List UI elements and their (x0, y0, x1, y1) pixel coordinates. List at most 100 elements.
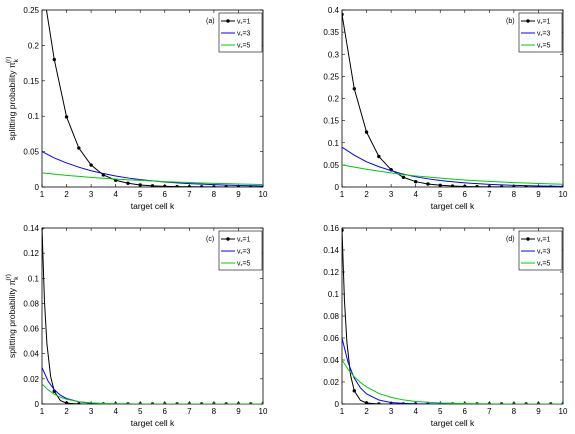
legend-marker (226, 237, 230, 241)
legend-entry-main: v (537, 19, 541, 26)
x-tick-label: 7 (487, 407, 492, 416)
data-point (364, 130, 369, 134)
x-tick-label: 5 (138, 190, 143, 199)
data-point (224, 185, 228, 187)
legend-entry-value: =1 (542, 237, 550, 244)
y-axis-label: splitting probability πk(r) (5, 57, 20, 141)
y-tick-label: 0.4 (328, 6, 340, 15)
data-point (126, 181, 130, 185)
x-tick-label: 9 (236, 407, 241, 416)
x-tick-label: 5 (138, 407, 143, 416)
y-tick-label: 0.04 (323, 356, 339, 365)
x-tick-label: 7 (487, 190, 492, 199)
x-tick-label: 5 (438, 190, 443, 199)
legend-entry-main: v (537, 43, 541, 50)
legend-entry: v*=3 (537, 31, 551, 41)
legend-entry-value: =1 (242, 19, 250, 26)
legend-entry: v*=1 (237, 19, 251, 29)
legend-entry: v*=5 (237, 261, 251, 271)
x-tick-label: 10 (559, 407, 568, 416)
legend-entry-sub: * (541, 240, 543, 246)
y-tick-label: 0.02 (323, 378, 339, 387)
data-point (175, 184, 179, 187)
y-tick-label: 0.15 (23, 77, 39, 86)
y-tick-label: 0 (35, 400, 40, 409)
series-line-v3 (42, 367, 263, 404)
y-tick-label: 0.05 (23, 148, 39, 157)
legend-entry-value: =3 (542, 249, 550, 256)
legend-entry-value: =5 (242, 43, 250, 50)
data-point (77, 146, 81, 150)
data-point (64, 115, 69, 119)
legend-marker (526, 19, 530, 23)
y-tick-label: 0.16 (323, 224, 339, 233)
data-point (438, 183, 442, 187)
y-tick-label: 0.05 (323, 161, 339, 170)
series-line-v1 (342, 230, 563, 404)
data-point (150, 184, 155, 187)
x-tick-label: 8 (212, 407, 217, 416)
legend-entry-main: v (537, 261, 541, 268)
legend-entry-sub: * (241, 46, 243, 52)
legend-entry-main: v (237, 19, 241, 26)
legend-entry-sub: * (241, 22, 243, 28)
legend-entry: v*=5 (237, 43, 251, 53)
legend-entry-value: =1 (542, 19, 550, 26)
legend-entry: v*=1 (237, 237, 251, 247)
data-point (499, 185, 504, 187)
data-point (187, 185, 192, 187)
y-tick-label: 0.14 (323, 246, 339, 255)
y-tick-label: 0.08 (323, 312, 339, 321)
legend-entry-sub: * (541, 264, 543, 270)
y-tick-label: 0.15 (323, 117, 339, 126)
legend-entry-sub: * (541, 252, 543, 258)
data-point (64, 401, 69, 404)
legend-entry-main: v (237, 43, 241, 50)
x-axis-label: target cell k (131, 418, 175, 428)
legend-entry-value: =3 (542, 31, 550, 38)
legend-entry: v*=3 (237, 249, 251, 259)
y-tick-label: 0.3 (328, 50, 340, 59)
x-tick-label: 4 (113, 190, 118, 199)
y-tick-label: 0.14 (23, 224, 39, 233)
plot-area (342, 12, 563, 187)
legend-entry: v*=1 (537, 237, 551, 247)
plot-area (42, 228, 263, 404)
data-point (342, 12, 344, 17)
y-axis-label-sup: (r) (5, 274, 12, 281)
chart-panel-4: 1 2 3 4 5 6 7 8 9 10 0 0.02 0.04 0.06 0.08 0.1 0.12 0.14 0… (323, 224, 568, 428)
x-tick-label: 1 (340, 407, 345, 416)
data-point (463, 184, 467, 187)
x-tick-label: 10 (259, 407, 268, 416)
x-axis-label: target cell k (431, 201, 475, 211)
data-point (77, 402, 81, 404)
legend-entry-value: =1 (242, 237, 250, 244)
x-tick-label: 8 (512, 407, 517, 416)
y-axis-label-main: splitting probability π (7, 280, 17, 358)
x-tick-label: 6 (163, 407, 168, 416)
legend-entry-sub: * (241, 264, 243, 270)
series-line-v5 (42, 172, 263, 186)
legend-entry: v*=1 (537, 19, 551, 29)
data-point (42, 228, 44, 230)
chart-panel-3: 1 2 3 4 5 6 7 8 9 10 0 0.02 0.04 0.06 0.08 0.1 0.12 0.14 t… (5, 224, 268, 428)
chart-panel-1: 1 2 3 4 5 6 7 8 9 10 0 0.05 0.1 0.15 0.2 0.25 target cel… (5, 6, 268, 211)
series-line-v5 (342, 164, 563, 185)
legend-marker (226, 19, 230, 23)
x-tick-label: 1 (40, 190, 45, 199)
x-tick-label: 9 (536, 407, 541, 416)
x-tick-label: 7 (187, 190, 192, 199)
legend-entry-sub: * (541, 34, 543, 40)
y-axis-label-main: splitting probability π (7, 62, 17, 140)
legend-entry: v*=3 (537, 249, 551, 259)
x-tick-label: 4 (413, 190, 418, 199)
y-tick-label: 0.02 (23, 375, 39, 384)
x-tick-label: 5 (438, 407, 443, 416)
legend-entry-sub: * (241, 34, 243, 40)
data-point (475, 184, 479, 187)
x-tick-label: 3 (89, 407, 94, 416)
y-tick-label: 0.25 (323, 72, 339, 81)
data-point (426, 182, 430, 186)
y-tick-label: 0.08 (23, 299, 39, 308)
y-tick-label: 0.1 (28, 274, 40, 283)
